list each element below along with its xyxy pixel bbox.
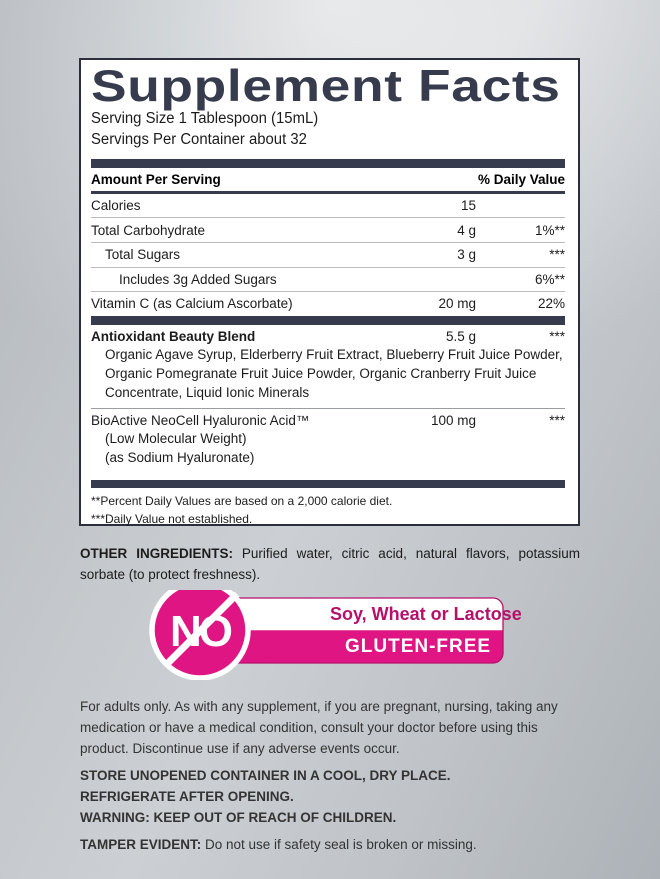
svg-text:NO: NO: [170, 607, 232, 656]
svg-text:Soy, Wheat or Lactose: Soy, Wheat or Lactose: [330, 604, 522, 624]
svg-text:GLUTEN-FREE: GLUTEN-FREE: [345, 636, 491, 657]
